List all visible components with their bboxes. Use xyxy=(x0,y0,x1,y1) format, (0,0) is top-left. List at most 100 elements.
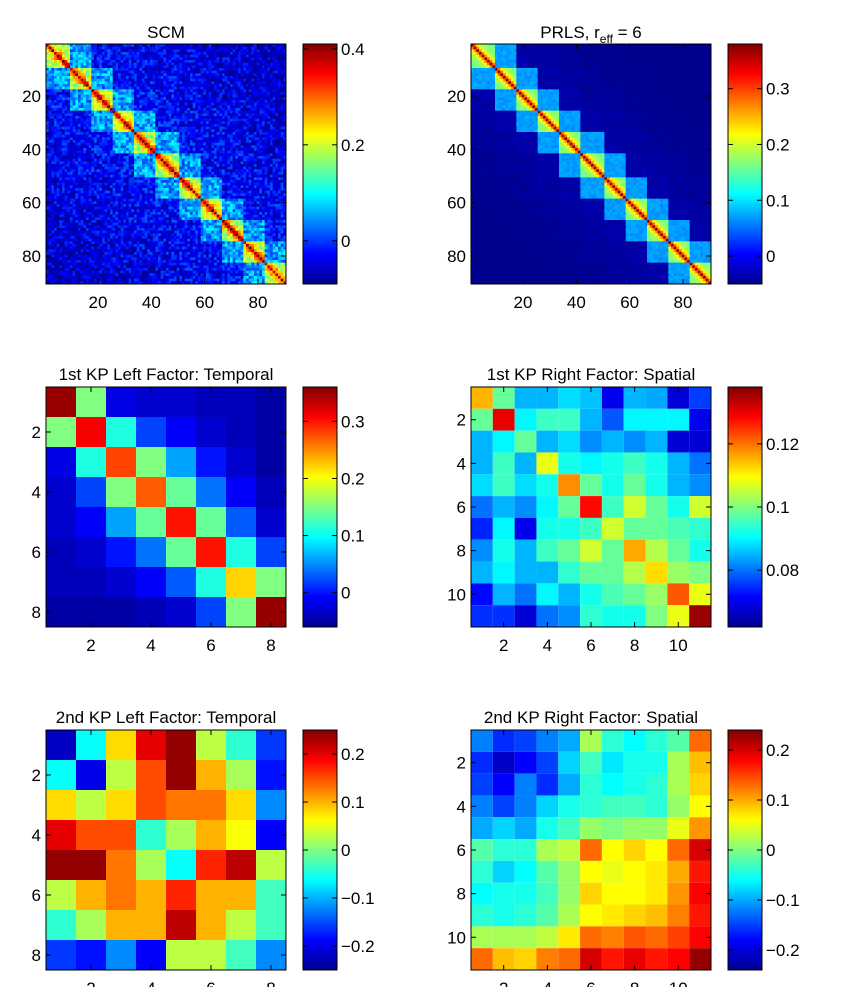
heatmap-cell xyxy=(190,164,194,168)
heatmap-cell xyxy=(94,46,98,50)
heatmap-cell xyxy=(176,172,180,176)
heatmap-cell xyxy=(275,172,279,176)
heatmap-cell xyxy=(72,44,76,48)
heatmap-cell xyxy=(144,65,148,69)
heatmap-cell xyxy=(155,70,159,74)
heatmap-cell xyxy=(150,158,154,162)
heatmap-cell xyxy=(94,102,98,106)
heatmap-cell xyxy=(240,89,244,93)
heatmap-cell xyxy=(94,92,98,96)
heatmap-cell xyxy=(83,94,87,98)
heatmap-cell xyxy=(192,49,196,53)
heatmap-cell xyxy=(192,129,196,133)
heatmap-cell xyxy=(280,185,284,189)
heatmap-cell xyxy=(120,180,124,184)
heatmap-cell xyxy=(230,70,234,74)
heatmap-cell xyxy=(179,78,183,82)
heatmap-cell xyxy=(179,169,183,173)
heatmap-cell xyxy=(64,142,68,146)
heatmap-cell xyxy=(128,65,132,69)
heatmap-cell xyxy=(56,57,60,61)
heatmap-cell xyxy=(166,140,170,144)
heatmap-cell xyxy=(115,166,119,170)
heatmap-cell xyxy=(174,46,178,50)
heatmap-cell xyxy=(51,68,55,72)
heatmap-cell xyxy=(254,188,258,192)
heatmap-cell xyxy=(283,52,287,56)
heatmap-cell xyxy=(75,126,79,130)
heatmap-cell xyxy=(168,164,172,168)
heatmap-cell xyxy=(54,44,58,48)
heatmap-cell xyxy=(206,65,210,69)
heatmap-cell xyxy=(78,142,82,146)
heatmap-cell xyxy=(59,172,63,176)
heatmap-cell xyxy=(246,94,250,98)
heatmap-cell xyxy=(195,110,199,114)
heatmap-cell xyxy=(70,92,74,96)
heatmap-cell xyxy=(203,150,207,154)
heatmap-cell xyxy=(190,44,194,48)
heatmap-cell xyxy=(54,108,58,112)
heatmap-cell xyxy=(112,150,116,154)
heatmap-cell xyxy=(227,46,231,50)
heatmap-cell xyxy=(195,68,199,72)
heatmap-cell xyxy=(166,148,170,152)
heatmap-cell xyxy=(190,153,194,157)
heatmap-cell xyxy=(240,188,244,192)
heatmap-cell xyxy=(48,100,52,104)
heatmap-cell xyxy=(264,150,268,154)
heatmap-cell xyxy=(270,52,274,56)
heatmap-cell xyxy=(224,158,228,162)
heatmap-cell xyxy=(222,94,226,98)
heatmap-cell xyxy=(198,110,202,114)
heatmap-cell xyxy=(182,78,186,82)
heatmap-cell xyxy=(155,100,159,104)
heatmap-cell xyxy=(104,70,108,74)
heatmap-cell xyxy=(166,169,170,173)
heatmap-cell xyxy=(64,190,68,194)
heatmap-cell xyxy=(131,174,135,178)
heatmap-cell xyxy=(243,108,247,112)
heatmap-cell xyxy=(211,68,215,72)
heatmap-cell xyxy=(219,177,223,181)
heatmap-cell xyxy=(259,94,263,98)
heatmap-cell xyxy=(128,62,132,66)
heatmap-cell xyxy=(96,137,100,141)
heatmap-cell xyxy=(91,126,95,130)
heatmap-cell xyxy=(208,188,212,192)
heatmap-cell xyxy=(118,132,122,136)
heatmap-cell xyxy=(222,65,226,69)
heatmap-cell xyxy=(139,78,143,82)
heatmap-cell xyxy=(139,190,143,194)
heatmap-cell xyxy=(72,161,76,165)
heatmap-cell xyxy=(48,70,52,74)
heatmap-cell xyxy=(88,180,92,184)
heatmap-cell xyxy=(166,185,170,189)
heatmap-cell xyxy=(219,65,223,69)
heatmap-cell xyxy=(238,81,242,85)
heatmap-cell xyxy=(155,44,159,48)
heatmap-cell xyxy=(134,166,138,170)
heatmap-cell xyxy=(46,78,50,82)
heatmap-cell xyxy=(270,89,274,93)
heatmap-cell xyxy=(200,102,204,106)
heatmap-cell xyxy=(78,121,82,125)
heatmap-cell xyxy=(48,140,52,144)
heatmap-cell xyxy=(235,102,239,106)
heatmap-cell xyxy=(115,182,119,186)
heatmap-cell xyxy=(115,185,119,189)
heatmap-cell xyxy=(182,108,186,112)
heatmap-cell xyxy=(198,137,202,141)
heatmap-cell xyxy=(208,164,212,168)
heatmap-cell xyxy=(211,78,215,82)
heatmap-cell xyxy=(163,100,167,104)
heatmap-cell xyxy=(270,161,274,165)
heatmap-cell xyxy=(264,65,268,69)
heatmap-cell xyxy=(67,164,71,168)
heatmap-cell xyxy=(107,158,111,162)
heatmap-cell xyxy=(75,174,79,178)
heatmap-cell xyxy=(243,156,247,160)
heatmap-cell xyxy=(280,134,284,138)
heatmap-cell xyxy=(83,124,87,128)
